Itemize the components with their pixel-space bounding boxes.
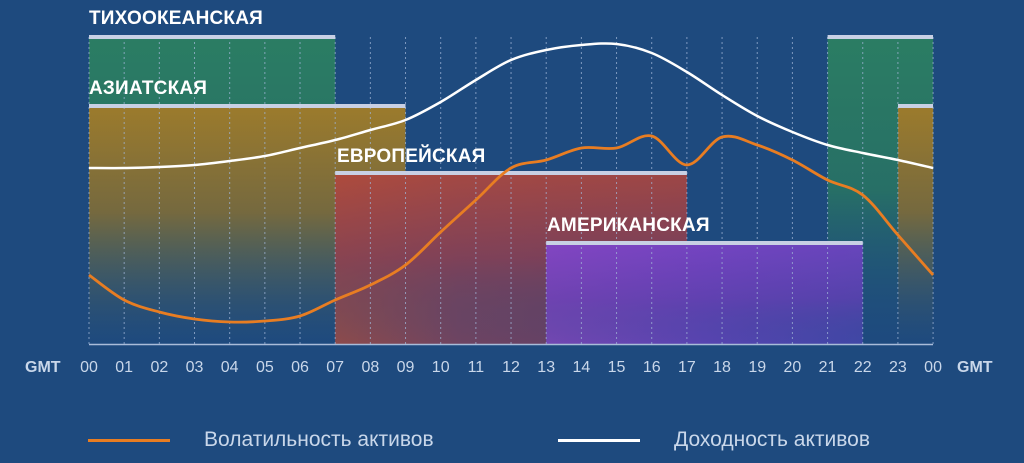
legend-volatility: Волатильность активов [88, 423, 434, 457]
x-axis-ticks: 00 01 02 03 04 05 06 07 08 09 10 11 12 13 14 15 16 17 18 19… [80, 359, 942, 376]
x-tick: 02 [150, 359, 168, 376]
x-tick: 12 [502, 359, 520, 376]
x-tick: 17 [678, 359, 696, 376]
x-tick: 21 [819, 359, 837, 376]
label-asian: АЗИАТСКАЯ [89, 78, 207, 99]
x-tick: 08 [361, 359, 379, 376]
session-american [546, 243, 863, 344]
x-tick: 09 [397, 359, 415, 376]
x-tick: 15 [608, 359, 626, 376]
label-american: АМЕРИКАНСКАЯ [547, 215, 710, 236]
x-tick: 00 [924, 359, 942, 376]
x-tick: 10 [432, 359, 450, 376]
x-tick: 14 [572, 359, 590, 376]
x-tick: 01 [115, 359, 133, 376]
label-pacific: ТИХООКЕАНСКАЯ [89, 8, 263, 29]
x-tick: 22 [854, 359, 872, 376]
legend-yield: Доходность активов [558, 423, 870, 457]
x-tick: 03 [186, 359, 204, 376]
x-tick: 18 [713, 359, 731, 376]
x-tick: 16 [643, 359, 661, 376]
volatility-swatch-icon [88, 438, 170, 442]
x-tick: 06 [291, 359, 309, 376]
legend-label: Доходность активов [674, 428, 871, 451]
x-tick: 05 [256, 359, 274, 376]
hour-grid [88, 37, 934, 344]
x-tick: 04 [221, 359, 239, 376]
x-tick: 19 [748, 359, 766, 376]
x-tick: 07 [326, 359, 344, 376]
x-tick: 23 [889, 359, 907, 376]
yield-swatch-icon [558, 438, 640, 442]
yield-line [88, 42, 934, 170]
legend-label: Волатильность активов [204, 428, 434, 451]
x-tick: 11 [468, 359, 485, 376]
label-european: ЕВРОПЕЙСКАЯ [337, 145, 485, 167]
volatility-line [88, 134, 935, 324]
x-axis-label-right: GMT [957, 359, 993, 376]
session-bars [89, 35, 933, 245]
x-axis-label-left: GMT [25, 359, 61, 376]
x-tick: 00 [80, 359, 98, 376]
x-tick: 20 [784, 359, 802, 376]
x-tick: 13 [537, 359, 555, 376]
